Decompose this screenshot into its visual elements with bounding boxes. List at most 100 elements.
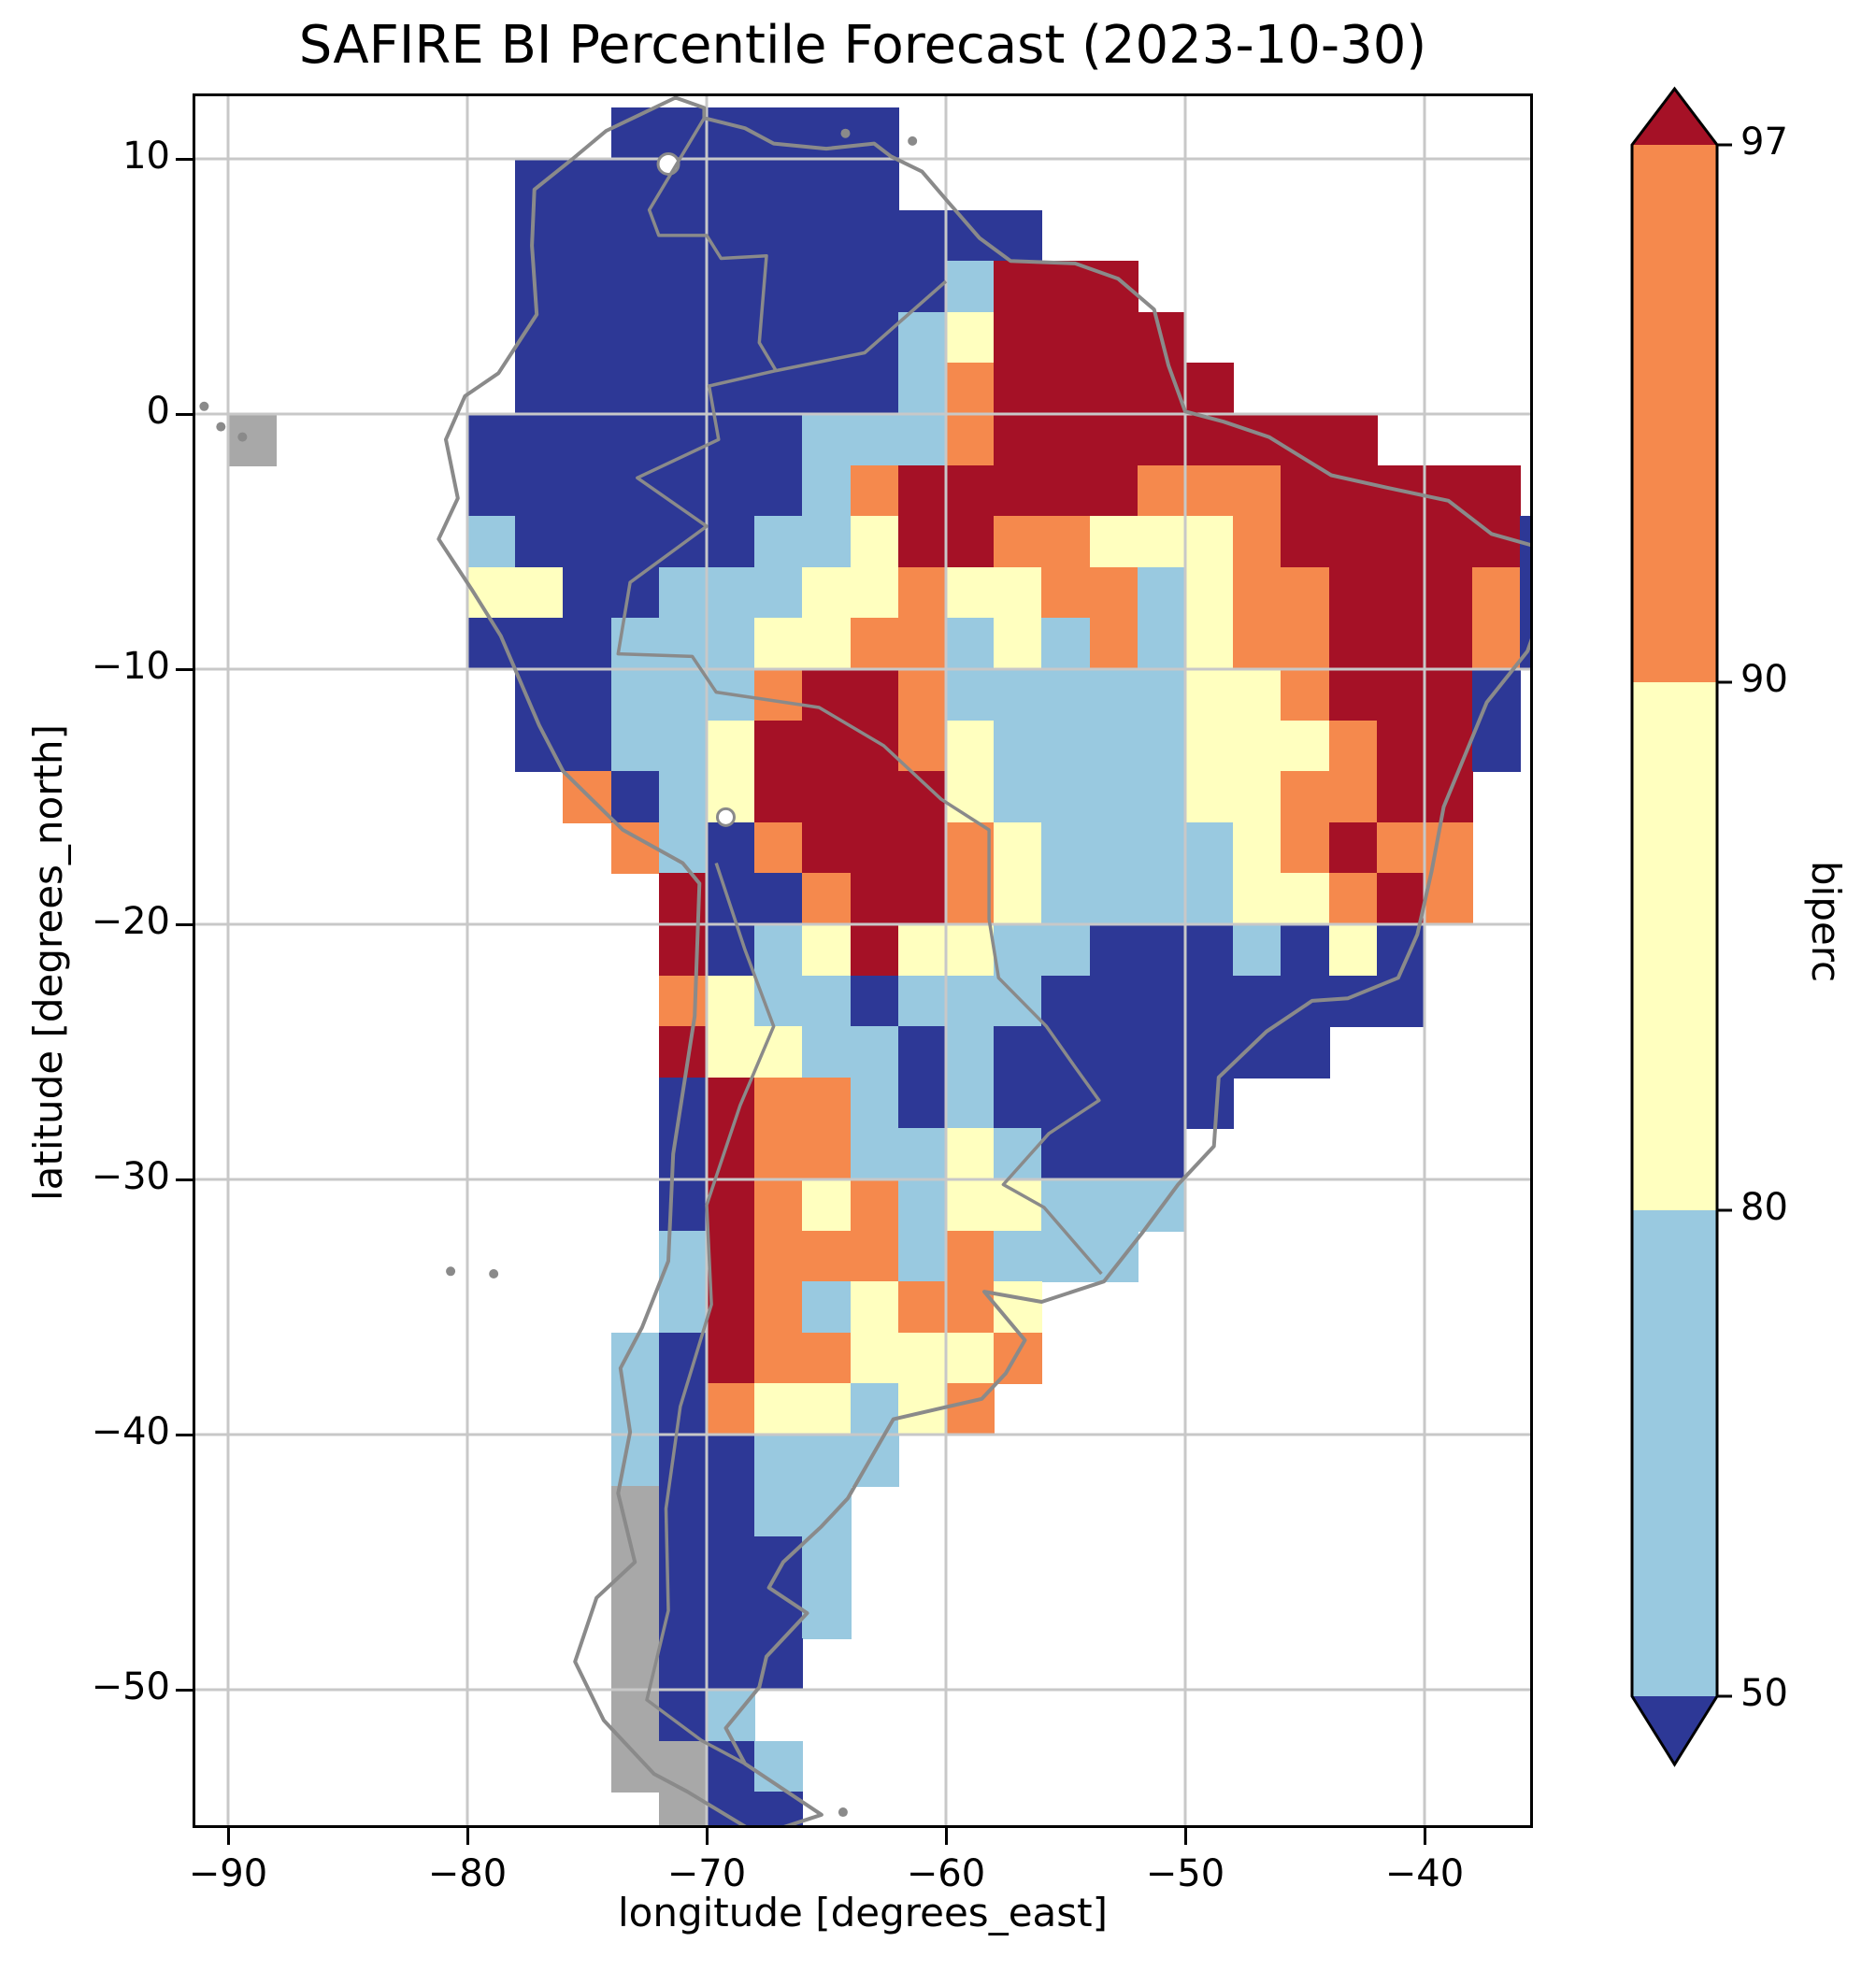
raster-cell [802, 873, 852, 925]
raster-cell [707, 363, 756, 415]
raster-cell [994, 975, 1043, 1028]
raster-cell [228, 414, 278, 466]
raster-cell [1281, 720, 1330, 773]
raster-cell [610, 1740, 660, 1793]
x-axis-label: longitude [degrees_east] [617, 1890, 1108, 1935]
raster-cell [1041, 1230, 1091, 1283]
country-border [616, 279, 1103, 1276]
raster-cell [897, 720, 947, 773]
raster-cell [1137, 516, 1186, 568]
raster-cell [658, 363, 708, 415]
raster-cell [754, 1077, 804, 1130]
raster-cell [610, 720, 660, 773]
raster-cell [1328, 669, 1378, 721]
raster-cell [1376, 720, 1425, 773]
x-tickmark [705, 1828, 709, 1845]
raster-cell [563, 209, 612, 263]
raster-cell [658, 1740, 708, 1793]
raster-cell [754, 669, 804, 721]
raster-cell [1041, 975, 1091, 1028]
raster-cell [1376, 821, 1425, 875]
raster-cell [658, 1128, 708, 1180]
raster-cell [1233, 975, 1282, 1028]
raster-cell [1328, 975, 1378, 1028]
x-tickmark [226, 1828, 230, 1845]
raster-cell [946, 720, 995, 773]
raster-cell [707, 1179, 756, 1232]
raster-cell [946, 1281, 995, 1334]
raster-cell [1281, 924, 1330, 977]
raster-cell [897, 1230, 947, 1283]
raster-cell [850, 669, 899, 721]
raster-cell [850, 1332, 899, 1385]
raster-cell [1376, 771, 1425, 823]
raster-cell [467, 464, 517, 518]
colorbar-tick-label: 80 [1740, 1186, 1788, 1229]
y-tick-label: 10 [122, 135, 170, 178]
raster-cell [1137, 566, 1186, 620]
raster-cell [994, 311, 1043, 364]
raster-cell [754, 924, 804, 977]
raster-cell [850, 566, 899, 620]
colorbar-extend-over [1632, 89, 1717, 145]
raster-cell [802, 1587, 852, 1640]
raster-cell [802, 566, 852, 620]
raster-cell [946, 873, 995, 925]
raster-cell [1233, 924, 1282, 977]
raster-cell [1281, 1026, 1330, 1078]
raster-cell [802, 1281, 852, 1334]
raster-cell [1425, 618, 1474, 670]
raster-cell [707, 1281, 756, 1334]
raster-cell [1185, 669, 1235, 721]
raster-cell [1425, 516, 1474, 568]
y-tickmark [176, 667, 193, 671]
raster-cell [515, 618, 565, 670]
y-axis-label: latitude [degrees_north] [25, 724, 71, 1201]
raster-cell [946, 1230, 995, 1283]
colorbar-segment [1632, 145, 1717, 682]
y-tickmark [176, 922, 193, 926]
raster-cell [946, 1128, 995, 1180]
raster-cell [1233, 873, 1282, 925]
raster-cell [1137, 464, 1186, 518]
raster-cell [994, 566, 1043, 620]
raster-cell [610, 311, 660, 364]
raster-cell [1137, 669, 1186, 721]
raster-cell [707, 1690, 756, 1742]
raster-cell [1041, 618, 1091, 670]
raster-cell [897, 975, 947, 1028]
raster-cell [610, 566, 660, 620]
raster-cell [897, 821, 947, 875]
raster-cell [802, 311, 852, 364]
raster-cell [1041, 821, 1091, 875]
y-tick-label: −40 [91, 1410, 170, 1453]
raster-cell [1425, 464, 1474, 518]
raster-cell [515, 209, 565, 263]
raster-cell [802, 363, 852, 415]
raster-cell [563, 159, 612, 211]
raster-cell [994, 821, 1043, 875]
raster-cell [1137, 1026, 1186, 1078]
raster-cell [707, 516, 756, 568]
raster-cell [1089, 1179, 1138, 1232]
raster-cell [850, 363, 899, 415]
raster-cell [850, 414, 899, 466]
raster-cell [850, 261, 899, 313]
raster-cell [754, 1179, 804, 1232]
raster-cell [1185, 566, 1235, 620]
raster-cell [897, 1026, 947, 1078]
raster-cell [1137, 618, 1186, 670]
raster-cell [1089, 821, 1138, 875]
raster-cell [1041, 669, 1091, 721]
raster-cell [802, 975, 852, 1028]
raster-cell [994, 1128, 1043, 1180]
raster-cell [1041, 566, 1091, 620]
raster-cell [707, 1485, 756, 1538]
raster-cell [802, 1383, 852, 1435]
raster-cell [707, 107, 756, 160]
map-plot-area [193, 93, 1533, 1828]
raster-cell [1137, 873, 1186, 925]
y-tick-label: −20 [91, 900, 170, 943]
x-tickmark [1423, 1828, 1426, 1845]
raster-cell [1041, 363, 1091, 415]
